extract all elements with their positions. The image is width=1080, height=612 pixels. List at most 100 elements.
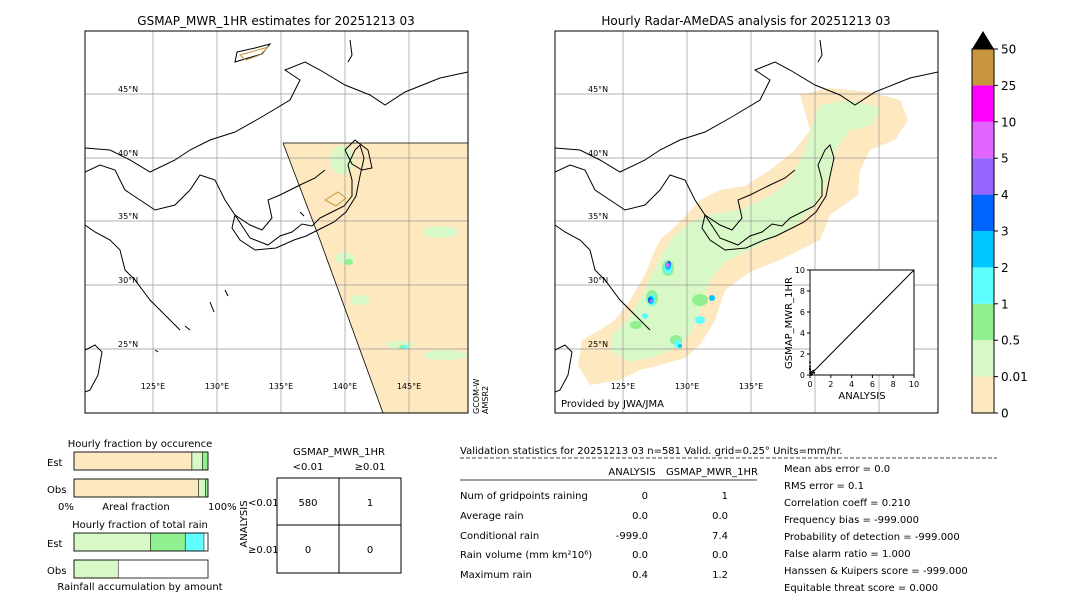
occ-tick-0: 0% bbox=[58, 502, 74, 513]
validation-rows: Num of gridpoints raining 0 1 Average ra… bbox=[460, 491, 728, 581]
totalrain-segment bbox=[150, 532, 186, 552]
validation-row-gsmap: 1 bbox=[722, 491, 728, 502]
tot-label-est: Est bbox=[47, 539, 63, 550]
scatter-x-tick-label: 0 bbox=[807, 380, 812, 389]
right-map-frame bbox=[554, 30, 939, 414]
colorbar-segment bbox=[972, 376, 994, 413]
svg-text:35°N: 35°N bbox=[118, 212, 138, 221]
totalrain-bar-outline bbox=[73, 532, 209, 552]
scatter-plot: 0 2 4 6 8 10 0 2 4 6 8 10 bbox=[795, 266, 919, 389]
occurrence-segment bbox=[73, 478, 199, 498]
totalrain-xlabel: Rainfall accumulation by amount bbox=[57, 582, 222, 593]
scatter-y-label: GSMAP_MWR_1HR bbox=[784, 277, 795, 369]
colorbar-tick-label: 5 bbox=[1001, 152, 1009, 166]
scatter-point bbox=[810, 370, 813, 373]
scatter-point bbox=[809, 367, 811, 370]
totalrain-segment bbox=[184, 532, 205, 552]
scatter-point bbox=[810, 374, 813, 376]
svg-text:40°N: 40°N bbox=[588, 149, 608, 158]
occurrence-segment bbox=[202, 451, 209, 471]
scatter-point bbox=[813, 371, 816, 374]
left-map-labels: 45°N 40°N 35°N 30°N 25°N 125°E 130°E 135… bbox=[118, 85, 421, 391]
validation-row-label: Num of gridpoints raining bbox=[460, 491, 588, 502]
contingency-grid bbox=[276, 477, 402, 574]
scatter-x-tick-label: 2 bbox=[828, 380, 833, 389]
colorbar-segment bbox=[972, 194, 994, 231]
contingency-cell-01: 1 bbox=[367, 498, 373, 509]
contingency-row-0: <0.01 bbox=[248, 498, 279, 509]
validation-row-analysis: 0.0 bbox=[632, 550, 648, 561]
colorbar-tick-label: 3 bbox=[1001, 225, 1009, 239]
left-map-title: GSMAP_MWR_1HR estimates for 20251213 03 bbox=[137, 14, 414, 28]
colorbar-tick-label: 50 bbox=[1001, 43, 1016, 57]
colorbar-tick-label: 2 bbox=[1001, 261, 1009, 275]
score-line: Equitable threat score = 0.000 bbox=[784, 583, 938, 594]
coastline-right bbox=[555, 39, 938, 393]
svg-text:135°E: 135°E bbox=[739, 382, 763, 391]
colorbar-segment bbox=[972, 121, 994, 159]
svg-text:145°E: 145°E bbox=[397, 382, 421, 391]
scatter-y-tick-label: 6 bbox=[800, 308, 805, 317]
totalrain-title: Hourly fraction of total rain bbox=[72, 520, 208, 531]
score-line: Mean abs error = 0.0 bbox=[784, 464, 890, 475]
side-label-gcomw: GCOM-W bbox=[472, 378, 481, 414]
colorbar-tick-label: 0 bbox=[1001, 407, 1009, 421]
svg-text:140°E: 140°E bbox=[333, 382, 357, 391]
score-line: RMS error = 0.1 bbox=[784, 481, 864, 492]
totalrain-bar-outline bbox=[73, 559, 209, 579]
occurrence-bars bbox=[73, 451, 209, 498]
contingency-row-1: ≥0.01 bbox=[248, 545, 279, 556]
colorbar-segment bbox=[972, 267, 994, 304]
occ-label-obs: Obs bbox=[47, 485, 66, 496]
validation-row-label: Average rain bbox=[460, 511, 524, 522]
validation-header: Validation statistics for 20251213 03 n=… bbox=[460, 446, 843, 457]
colorbar-tick-label: 25 bbox=[1001, 79, 1016, 93]
svg-text:45°N: 45°N bbox=[118, 85, 138, 94]
contingency-title: GSMAP_MWR_1HR bbox=[293, 447, 385, 458]
validation-row-gsmap: 7.4 bbox=[712, 531, 728, 542]
svg-text:130°E: 130°E bbox=[675, 382, 699, 391]
colorbar: 0 0.01 0.5 1 2 3 4 5 10 25 50 bbox=[971, 31, 1028, 421]
colorbar-tick-label: 4 bbox=[1001, 188, 1009, 202]
contingency-cell-10: 0 bbox=[305, 545, 311, 556]
colorbar-tick-label: 10 bbox=[1001, 115, 1016, 129]
occurrence-segment bbox=[198, 478, 206, 498]
svg-text:40°N: 40°N bbox=[118, 149, 138, 158]
occ-xlabel: Areal fraction bbox=[102, 502, 169, 513]
right-map-labels: 45°N 40°N 35°N 30°N 25°N 125°E 130°E 135… bbox=[588, 85, 763, 391]
scatter-y-tick-label: 2 bbox=[800, 350, 805, 359]
colorbar-segment bbox=[972, 85, 994, 122]
totalrain-segment bbox=[73, 532, 151, 552]
scatter-x-tick-label: 8 bbox=[891, 380, 896, 389]
scatter-y-tick-label: 0 bbox=[800, 371, 805, 380]
score-line: Correlation coeff = 0.210 bbox=[784, 498, 910, 509]
scatter-reference-line bbox=[809, 269, 915, 376]
colorbar-segment bbox=[972, 158, 994, 195]
right-map-title: Hourly Radar-AMeDAS analysis for 2025121… bbox=[601, 14, 890, 28]
validation-row-gsmap: 0.0 bbox=[712, 511, 728, 522]
score-line: False alarm ratio = 1.000 bbox=[784, 549, 911, 560]
scatter-x-tick-label: 4 bbox=[849, 380, 854, 389]
score-line: Probability of detection = -999.000 bbox=[784, 532, 960, 543]
svg-text:125°E: 125°E bbox=[141, 382, 165, 391]
colorbar-extend-triangle bbox=[972, 31, 994, 49]
validation-row-label: Conditional rain bbox=[460, 531, 539, 542]
validation-row-analysis: -999.0 bbox=[616, 531, 648, 542]
scatter-point bbox=[812, 369, 815, 372]
occ-tick-100: 100% bbox=[208, 502, 237, 513]
svg-text:35°N: 35°N bbox=[588, 212, 608, 221]
data-credit: Provided by JWA/JMA bbox=[561, 399, 664, 410]
occurrence-segment bbox=[205, 478, 209, 498]
validation-row-analysis: 0.4 bbox=[632, 570, 648, 581]
scatter-y-tick-label: 4 bbox=[800, 329, 805, 338]
contingency-cell-11: 0 bbox=[367, 545, 373, 556]
colorbar-segment bbox=[972, 303, 994, 341]
contingency-col-1: ≥0.01 bbox=[355, 462, 386, 473]
totalrain-bars bbox=[73, 532, 209, 579]
colorbar-tick-label: 0.5 bbox=[1001, 334, 1020, 348]
colorbar-segment bbox=[972, 231, 994, 268]
contingency-cell-00: 580 bbox=[298, 498, 317, 509]
validation-col-gsmap: GSMAP_MWR_1HR bbox=[666, 467, 758, 478]
